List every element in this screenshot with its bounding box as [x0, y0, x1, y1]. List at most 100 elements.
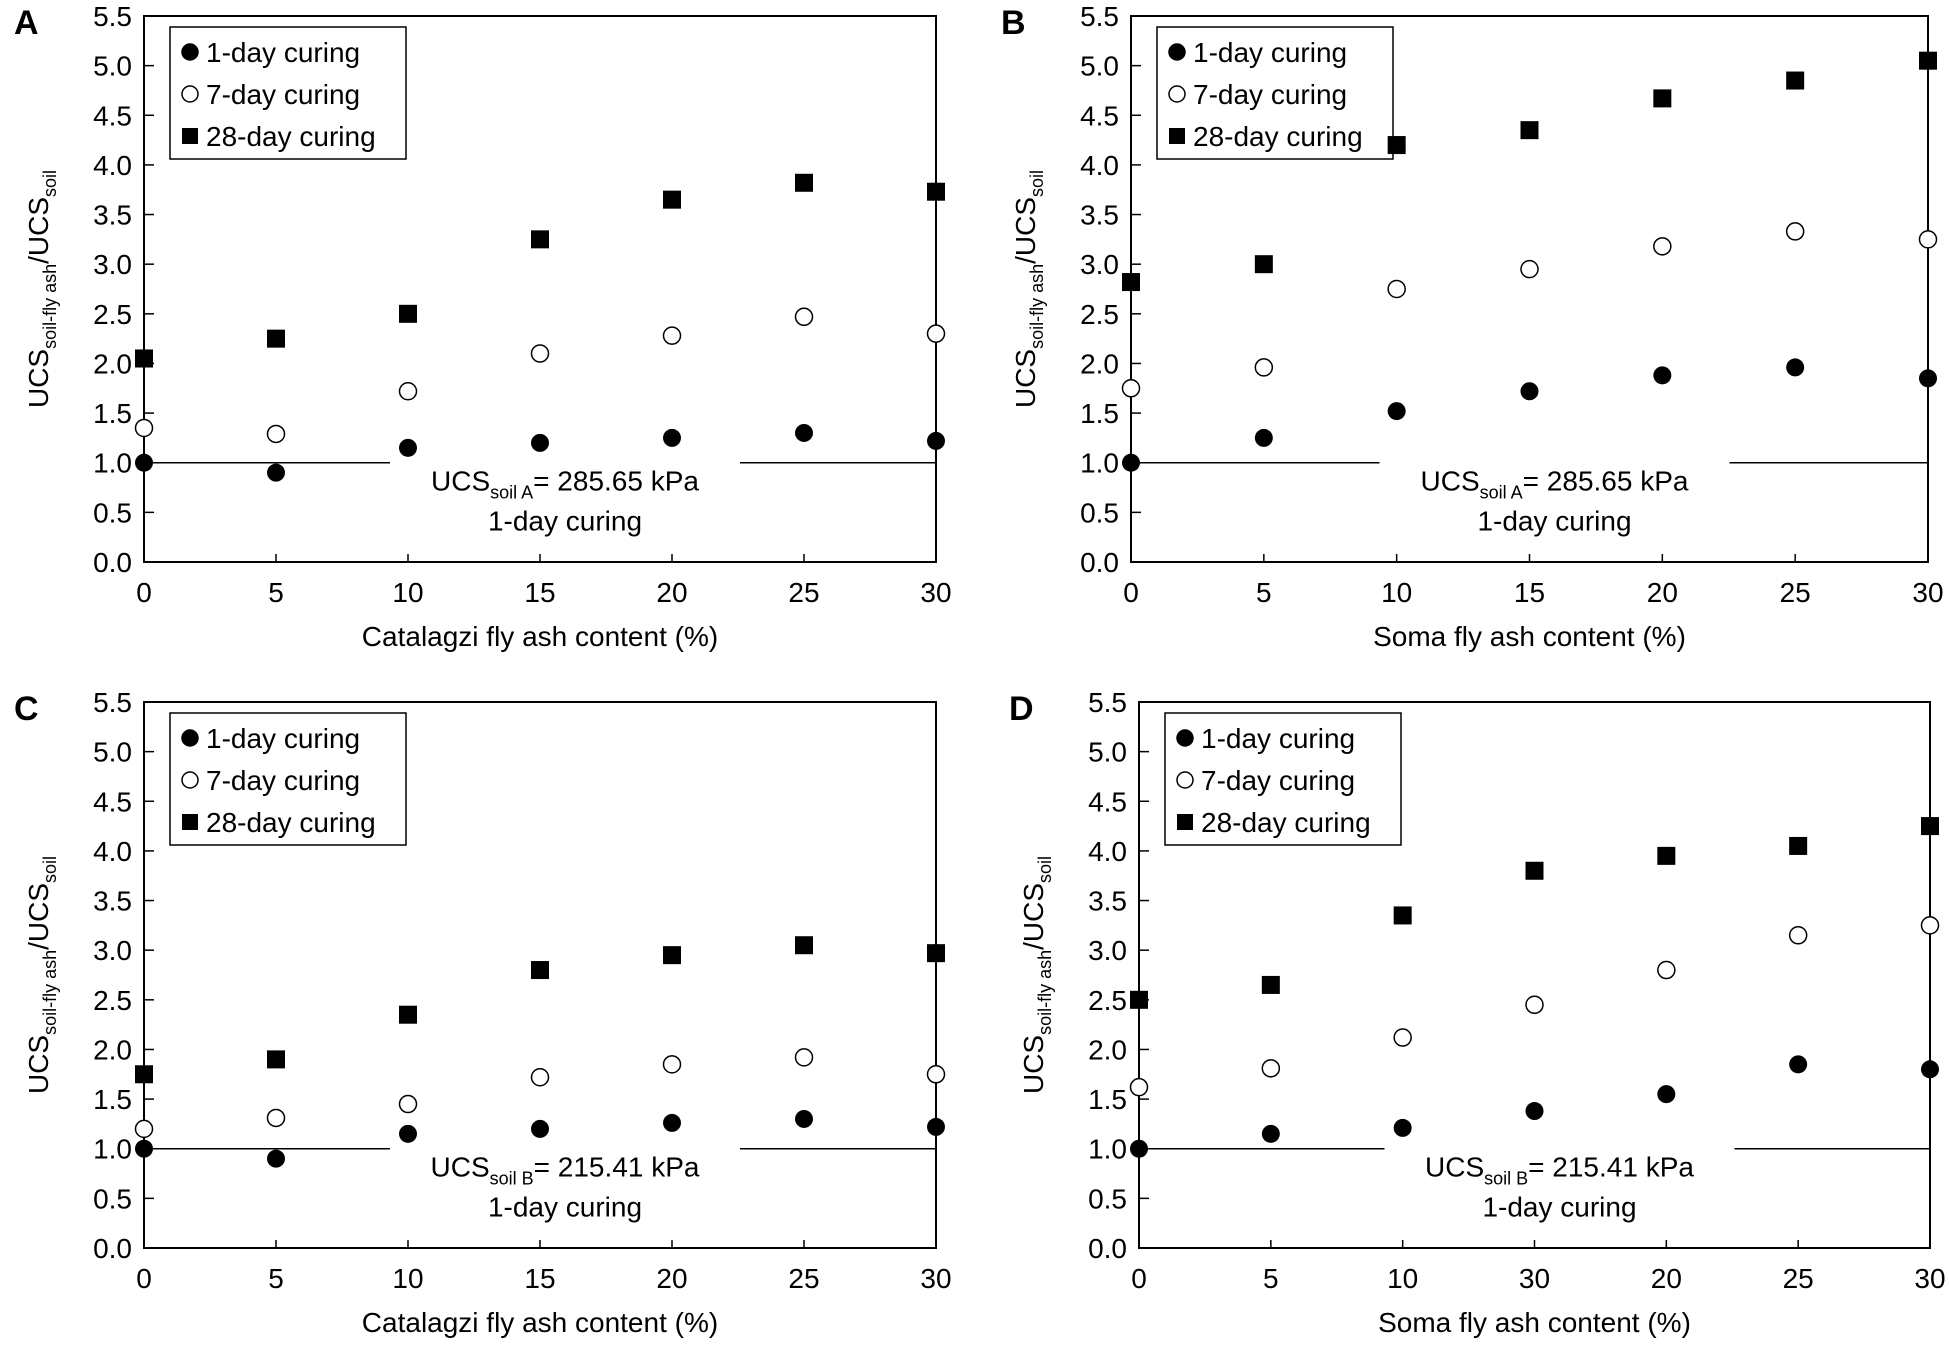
y-tick-label: 2.5 [93, 985, 132, 1016]
legend-label: 1-day curing [1201, 723, 1355, 754]
point [398, 1094, 418, 1114]
legend-marker [1168, 85, 1186, 103]
legend-label: 7-day curing [206, 765, 360, 796]
y-tick-label: 1.5 [1080, 398, 1119, 429]
annotation-part: soil A [490, 483, 533, 503]
legend-marker [1169, 128, 1185, 144]
point [267, 329, 285, 348]
x-tick-label: 5 [1263, 1263, 1279, 1294]
y-tick-label: 3.0 [93, 935, 132, 966]
legend-label: 28-day curing [206, 121, 376, 152]
y-tick-label: 4.0 [93, 836, 132, 867]
x-tick-label: 30 [920, 577, 951, 608]
annotation: 1-day curing [488, 1192, 642, 1223]
point [1919, 51, 1937, 70]
x-tick-label: 0 [1131, 1263, 1147, 1294]
point [1393, 1028, 1412, 1047]
x-tick-label: 25 [1783, 1263, 1814, 1294]
annotation-part: UCS [431, 1152, 490, 1183]
y-axis-label-part: soil [1035, 856, 1055, 883]
annotation: 1-day curing [488, 506, 642, 537]
y-axis-label-part: /UCS [23, 197, 54, 264]
annotation-part: = 215.41 kPa [1528, 1152, 1694, 1183]
y-tick-label: 3.0 [1088, 935, 1127, 966]
legend-box [169, 26, 407, 160]
legend-marker [181, 43, 199, 61]
x-tick-label: 30 [920, 1263, 951, 1294]
point [1254, 255, 1273, 274]
point [795, 173, 813, 192]
y-tick-label: 0.5 [93, 497, 132, 528]
point [1520, 121, 1539, 140]
y-tick-label: 4.0 [1088, 836, 1127, 867]
panel-label: A [14, 4, 39, 42]
x-tick-label: 30 [1912, 577, 1943, 608]
annotation-part: soil A [1480, 483, 1523, 503]
point [135, 1139, 153, 1158]
y-tick-label: 1.5 [93, 398, 132, 429]
y-tick-label: 2.0 [1088, 1034, 1127, 1065]
point [531, 433, 549, 452]
panel-label: B [1001, 4, 1026, 42]
point [530, 344, 550, 363]
point [267, 1149, 285, 1168]
x-tick-label: 10 [392, 577, 423, 608]
point [135, 349, 153, 368]
point [663, 1113, 681, 1132]
point [399, 1124, 417, 1143]
y-axis-label: UCSsoil-fly ash/UCSsoil [23, 856, 60, 1094]
point [1657, 846, 1676, 865]
y-tick-label: 1.0 [1080, 448, 1119, 479]
y-tick-label: 3.5 [1080, 200, 1119, 231]
point [662, 326, 682, 345]
annotation: UCSsoil A= 285.65 kPa [1421, 466, 1689, 503]
annotation-part: UCS [1425, 1152, 1484, 1183]
x-tick-label: 20 [656, 577, 687, 608]
point [927, 1117, 945, 1136]
x-axis-label: Soma fly ash content (%) [1373, 621, 1686, 652]
point [1122, 273, 1140, 292]
point [1918, 230, 1938, 249]
annotation-part: soil B [490, 1169, 534, 1189]
x-tick-label: 30 [1519, 1263, 1550, 1294]
x-tick-label: 25 [788, 577, 819, 608]
point [795, 423, 813, 442]
y-tick-label: 3.5 [1088, 886, 1127, 917]
y-tick-label: 1.5 [1088, 1084, 1127, 1115]
point [267, 463, 285, 482]
x-tick-label: 10 [1381, 577, 1412, 608]
point [663, 946, 681, 965]
point [399, 304, 417, 323]
y-tick-label: 5.5 [93, 687, 132, 718]
point [1393, 1118, 1412, 1137]
y-axis-label-part: UCS [1018, 1035, 1049, 1094]
y-tick-label: 3.5 [93, 200, 132, 231]
point [1789, 836, 1808, 855]
y-tick-label: 2.5 [1088, 985, 1127, 1016]
point [398, 382, 418, 401]
y-tick-label: 3.0 [1080, 249, 1119, 280]
annotation: 1-day curing [1477, 506, 1631, 537]
point [1130, 1139, 1148, 1158]
annotation-part: soil B [1484, 1169, 1528, 1189]
legend-marker [1176, 771, 1194, 789]
y-tick-label: 0.5 [1088, 1183, 1127, 1214]
x-tick-label: 25 [788, 1263, 819, 1294]
legend-label: 7-day curing [1193, 79, 1347, 110]
legend-marker [1176, 729, 1194, 747]
point [1920, 916, 1940, 935]
annotation-part: = 285.65 kPa [533, 466, 699, 497]
point [1121, 379, 1141, 398]
y-tick-label: 1.0 [93, 448, 132, 479]
point [1122, 453, 1140, 472]
legend-label: 7-day curing [206, 79, 360, 110]
x-axis-label: Catalagzi fly ash content (%) [362, 621, 718, 652]
x-tick-label: 30 [1914, 1263, 1945, 1294]
point [1387, 402, 1406, 421]
panel-label: C [14, 690, 39, 728]
x-tick-label: 15 [524, 577, 555, 608]
point [531, 230, 549, 249]
y-axis-label-part: soil-fly ash [40, 950, 60, 1035]
y-tick-label: 0.5 [1080, 497, 1119, 528]
y-tick-label: 5.0 [93, 737, 132, 768]
